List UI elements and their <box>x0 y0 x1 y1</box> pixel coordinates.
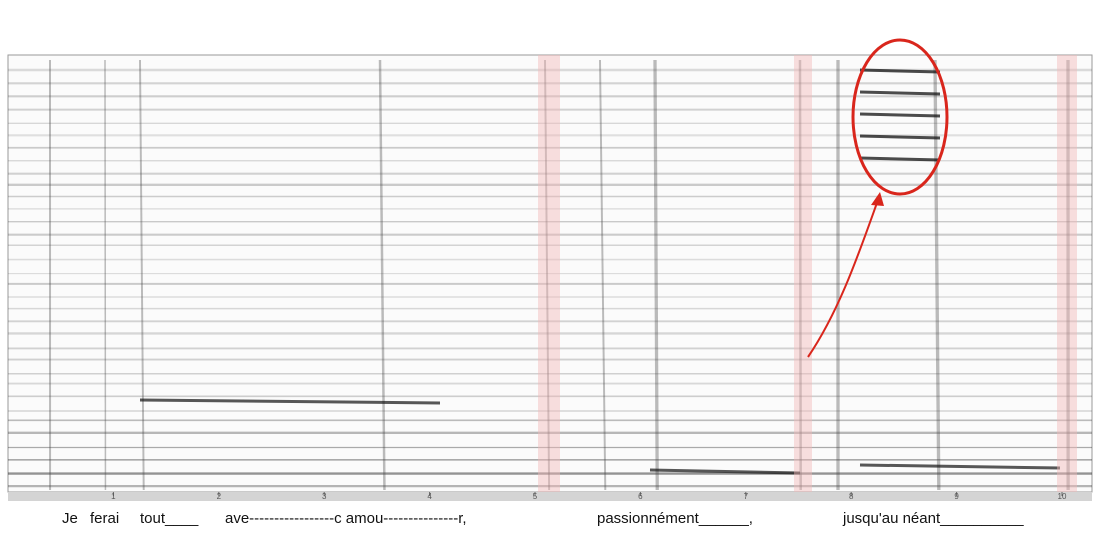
formant <box>859 134 941 140</box>
lyric-word: jusqu'au néant__________ <box>842 510 1024 527</box>
tick-label: 8 <box>849 492 854 501</box>
tick-label: 1 <box>111 492 116 501</box>
tick-label: 7 <box>744 492 749 501</box>
tick-label: 9 <box>954 492 959 501</box>
onset <box>798 59 802 491</box>
onset <box>544 59 551 491</box>
lyrics: Je ferai tout____ ave-----------------c amo… <box>62 510 1024 527</box>
onset <box>653 59 659 491</box>
arrow-head <box>871 192 884 206</box>
onset <box>139 59 145 491</box>
highlight-band <box>538 55 560 492</box>
tick-label: 6 <box>638 492 643 501</box>
formant <box>859 90 941 96</box>
spectrogram-frame <box>7 54 1093 493</box>
formant <box>859 463 1061 470</box>
spectrogram <box>7 54 1093 493</box>
lyric-word: Je <box>62 510 78 527</box>
onset <box>599 59 607 491</box>
formant <box>649 468 801 475</box>
onset <box>933 59 941 491</box>
tick-label: 10 <box>1058 492 1067 501</box>
tick-label: 3 <box>322 492 327 501</box>
onset <box>378 59 386 491</box>
time-axis: 1 2 3 4 5 6 7 8 9 10 <box>111 492 1067 501</box>
tick-label: 5 <box>533 492 538 501</box>
time-axis-strip <box>8 492 1092 501</box>
highlight-band <box>1057 55 1077 492</box>
formant <box>859 112 941 118</box>
tick-label: 2 <box>217 492 222 501</box>
lyric-word: tout____ <box>140 510 199 527</box>
arrow <box>807 199 879 358</box>
lyric-word: ferai <box>90 510 119 527</box>
lyric-word: passionnément______, <box>597 510 753 527</box>
formant <box>859 156 941 162</box>
formant <box>139 398 441 405</box>
tick-label: 4 <box>427 492 432 501</box>
highlight-ellipse <box>851 38 949 196</box>
formant <box>859 68 941 74</box>
lyric-word: ave-----------------c amou--------------… <box>225 510 467 527</box>
highlight-band <box>794 55 812 492</box>
